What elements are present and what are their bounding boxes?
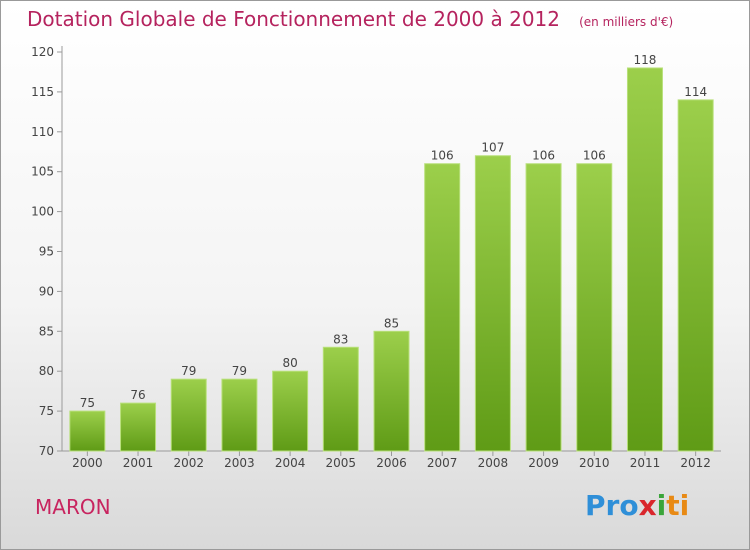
value-label: 76 (130, 388, 145, 402)
labels-group: 2000 75 2001 76 2002 79 2003 79 2004 80 2005 83 2006… (72, 53, 711, 470)
bar-2005 (322, 346, 359, 452)
bars-group (69, 67, 714, 452)
x-tick-label: 2009 (528, 456, 559, 470)
chart-units: (en milliers d'€) (579, 15, 674, 29)
y-tick-label: 110 (31, 125, 54, 139)
x-tick-label: 2004 (275, 456, 306, 470)
y-tick-label: 70 (39, 444, 54, 458)
y-tick-label: 85 (39, 324, 54, 338)
bar-2012 (677, 99, 714, 452)
bar-2007 (424, 163, 461, 452)
bar-2000 (69, 410, 106, 452)
value-label: 80 (282, 356, 297, 370)
logo-part-2: x (638, 489, 657, 522)
y-tick-label: 90 (39, 284, 54, 298)
value-label: 85 (384, 316, 399, 330)
x-tick-label: 2000 (72, 456, 103, 470)
value-label: 106 (532, 149, 555, 163)
commune-name: MARON (35, 495, 111, 519)
bar-2010 (576, 163, 613, 452)
value-label: 79 (181, 364, 196, 378)
x-tick-label: 2002 (173, 456, 204, 470)
value-label: 118 (634, 53, 657, 67)
bar-2006 (373, 330, 410, 452)
value-label: 114 (684, 85, 707, 99)
bar-2011 (626, 67, 663, 452)
axes: 70 75 80 85 90 95 100 105 110 115 120 (31, 45, 721, 458)
bar-2002 (170, 378, 207, 452)
x-tick-label: 2001 (123, 456, 154, 470)
y-tick-label: 75 (39, 404, 54, 418)
value-label: 79 (232, 364, 247, 378)
logo-part-3: i (656, 489, 667, 522)
x-tick-label: 2006 (376, 456, 407, 470)
logo-part-4: ti (666, 489, 690, 522)
x-tick-label: 2005 (326, 456, 357, 470)
x-tick-label: 2007 (427, 456, 458, 470)
bar-2008 (474, 155, 511, 452)
value-label: 107 (481, 141, 504, 155)
x-tick-label: 2011 (630, 456, 661, 470)
y-tick-label: 120 (31, 45, 54, 59)
x-tick-label: 2003 (224, 456, 255, 470)
bar-2001 (120, 402, 157, 452)
value-label: 75 (80, 396, 95, 410)
y-tick-label: 80 (39, 364, 54, 378)
bar-2003 (221, 378, 258, 452)
logo-part-1: Pro (585, 489, 639, 522)
bar-2009 (525, 163, 562, 452)
proxiti-logo: Proxiti (585, 489, 689, 522)
value-label: 106 (431, 149, 454, 163)
value-label: 106 (583, 149, 606, 163)
y-tick-label: 115 (31, 85, 54, 99)
y-tick-label: 95 (39, 245, 54, 259)
y-tick-label: 105 (31, 165, 54, 179)
x-tick-label: 2012 (680, 456, 711, 470)
chart-title: Dotation Globale de Fonctionnement de 20… (27, 7, 560, 31)
value-label: 83 (333, 332, 348, 346)
chart-title-block: Dotation Globale de Fonctionnement de 20… (27, 7, 673, 31)
y-tick-label: 100 (31, 205, 54, 219)
x-tick-label: 2008 (478, 456, 509, 470)
x-tick-label: 2010 (579, 456, 610, 470)
bar-2004 (272, 370, 309, 452)
